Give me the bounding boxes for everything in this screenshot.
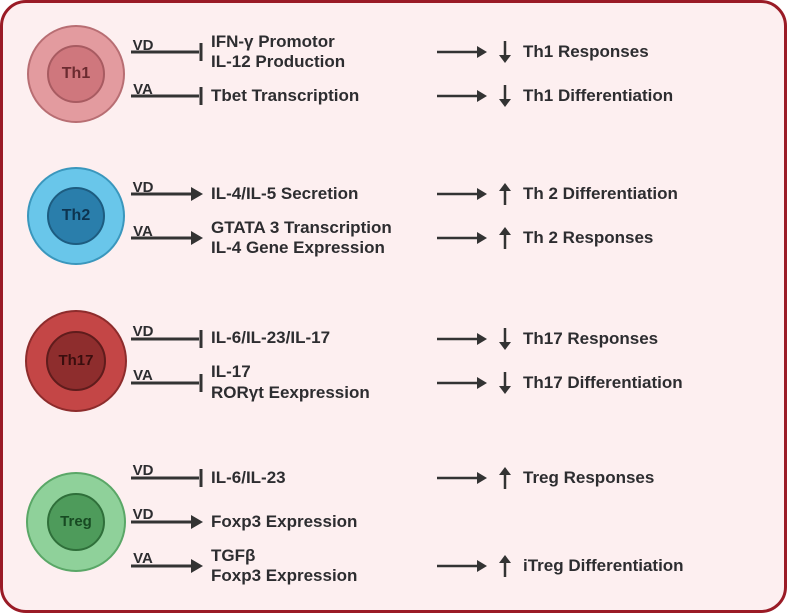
down-arrow-icon bbox=[493, 83, 517, 109]
up-arrow-icon bbox=[493, 465, 517, 491]
cell-th2: Th2 bbox=[21, 167, 131, 265]
leads-to-arrow-icon bbox=[435, 228, 493, 248]
mechanism-text: IL-6/IL-23/IL-17 bbox=[211, 328, 435, 348]
diagram-frame: Th1 VD IFN-γ Promotor IL-12 Production Th… bbox=[0, 0, 787, 613]
cell-label-th2: Th2 bbox=[47, 187, 105, 245]
path-row-treg-1: VD Foxp3 Expression bbox=[131, 500, 760, 544]
up-arrow-icon bbox=[493, 181, 517, 207]
path-row-th17-0: VD IL-6/IL-23/IL-17 Th17 Responses bbox=[131, 317, 760, 361]
cell-block-th1: Th1 VD IFN-γ Promotor IL-12 Production Th… bbox=[21, 25, 760, 123]
paths-treg: VD IL-6/IL-23 Treg ResponsesVD Foxp3 Exp… bbox=[131, 456, 760, 588]
mechanism-text: GTATA 3 Transcription IL-4 Gene Expressi… bbox=[211, 218, 435, 259]
mechanism-text: TGFβ Foxp3 Expression bbox=[211, 546, 435, 587]
up-arrow-icon bbox=[493, 225, 517, 251]
mechanism-text: Tbet Transcription bbox=[211, 86, 435, 106]
leads-to-arrow-icon bbox=[435, 42, 493, 62]
path-row-th2-0: VD IL-4/IL-5 Secretion Th 2 Differentiat… bbox=[131, 172, 760, 216]
cell-label-treg: Treg bbox=[47, 493, 105, 551]
inhibit-arrow-icon bbox=[131, 38, 203, 66]
down-arrow-icon bbox=[493, 39, 517, 65]
cell-th17: Th17 bbox=[21, 310, 131, 412]
outcome-text: iTreg Differentiation bbox=[523, 556, 684, 576]
mechanism-text: IFN-γ Promotor IL-12 Production bbox=[211, 32, 435, 73]
cell-th1: Th1 bbox=[21, 25, 131, 123]
outcome-text: Th1 Differentiation bbox=[523, 86, 673, 106]
promote-arrow-icon bbox=[131, 180, 203, 208]
mechanism-text: Foxp3 Expression bbox=[211, 512, 435, 532]
path-row-th17-1: VA IL-17 RORγt Eexpression Th17 Differen… bbox=[131, 361, 760, 405]
inhibit-arrow-icon bbox=[131, 82, 203, 110]
inhibit-arrow-icon bbox=[131, 464, 203, 492]
cell-label-th17: Th17 bbox=[46, 331, 106, 391]
cell-label-th1: Th1 bbox=[47, 45, 105, 103]
promote-arrow-icon bbox=[131, 552, 203, 580]
path-row-treg-2: VA TGFβ Foxp3 Expression iTreg Different… bbox=[131, 544, 760, 588]
leads-to-arrow-icon bbox=[435, 468, 493, 488]
path-row-th1-1: VA Tbet Transcription Th1 Differentiatio… bbox=[131, 74, 760, 118]
leads-to-arrow-icon bbox=[435, 373, 493, 393]
outcome-text: Treg Responses bbox=[523, 468, 654, 488]
promote-arrow-icon bbox=[131, 224, 203, 252]
leads-to-arrow-icon bbox=[435, 329, 493, 349]
mechanism-text: IL-4/IL-5 Secretion bbox=[211, 184, 435, 204]
path-row-treg-0: VD IL-6/IL-23 Treg Responses bbox=[131, 456, 760, 500]
leads-to-arrow-icon bbox=[435, 184, 493, 204]
leads-to-arrow-icon bbox=[435, 556, 493, 576]
outcome-text: Th17 Responses bbox=[523, 329, 658, 349]
inhibit-arrow-icon bbox=[131, 369, 203, 397]
paths-th1: VD IFN-γ Promotor IL-12 Production Th1 R… bbox=[131, 30, 760, 118]
up-arrow-icon bbox=[493, 553, 517, 579]
outcome-text: Th17 Differentiation bbox=[523, 373, 683, 393]
mechanism-text: IL-6/IL-23 bbox=[211, 468, 435, 488]
outcome-text: Th1 Responses bbox=[523, 42, 649, 62]
paths-th17: VD IL-6/IL-23/IL-17 Th17 ResponsesVA IL-… bbox=[131, 317, 760, 405]
outcome-text: Th 2 Responses bbox=[523, 228, 653, 248]
paths-th2: VD IL-4/IL-5 Secretion Th 2 Differentiat… bbox=[131, 172, 760, 260]
promote-arrow-icon bbox=[131, 508, 203, 536]
down-arrow-icon bbox=[493, 370, 517, 396]
inhibit-arrow-icon bbox=[131, 325, 203, 353]
cell-block-th2: Th2 VD IL-4/IL-5 Secretion Th 2 Different… bbox=[21, 167, 760, 265]
leads-to-arrow-icon bbox=[435, 86, 493, 106]
cell-block-treg: Treg VD IL-6/IL-23 Treg ResponsesVD Foxp3… bbox=[21, 456, 760, 588]
mechanism-text: IL-17 RORγt Eexpression bbox=[211, 362, 435, 403]
path-row-th1-0: VD IFN-γ Promotor IL-12 Production Th1 R… bbox=[131, 30, 760, 74]
cell-block-th17: Th17 VD IL-6/IL-23/IL-17 Th17 ResponsesVA… bbox=[21, 310, 760, 412]
cell-treg: Treg bbox=[21, 472, 131, 572]
outcome-text: Th 2 Differentiation bbox=[523, 184, 678, 204]
path-row-th2-1: VA GTATA 3 Transcription IL-4 Gene Expre… bbox=[131, 216, 760, 260]
down-arrow-icon bbox=[493, 326, 517, 352]
